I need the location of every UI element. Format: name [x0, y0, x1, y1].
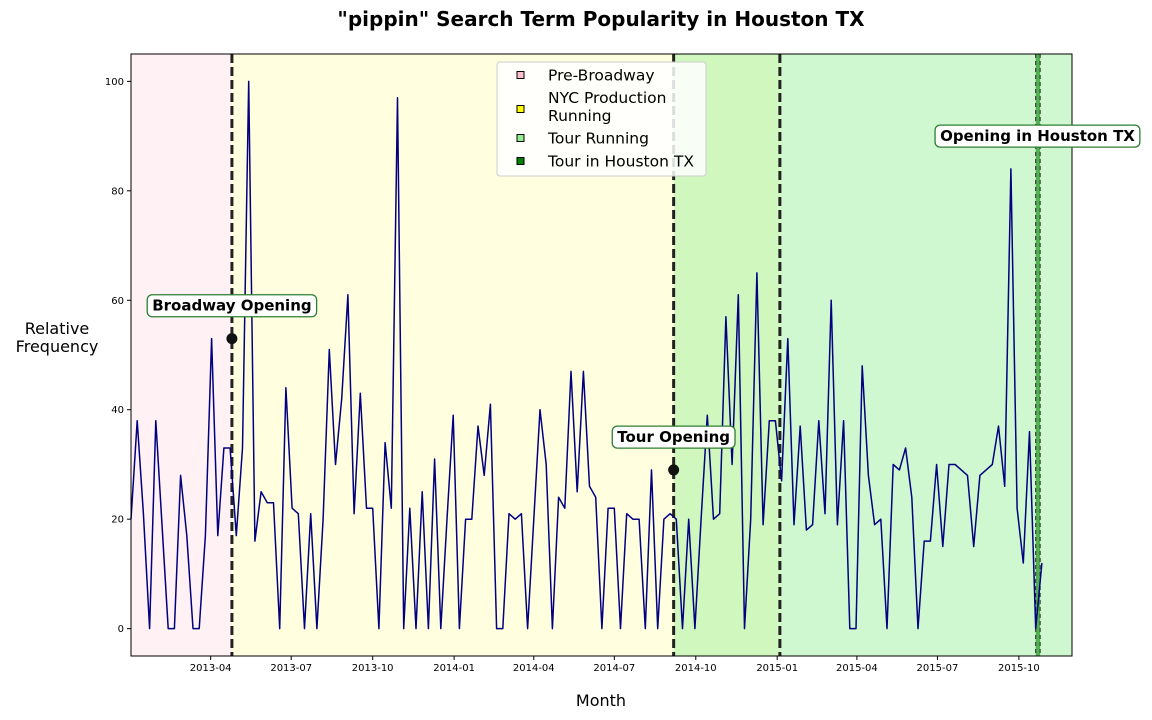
annotation-layer: Broadway Opening Tour Opening Opening in H… [146, 124, 1141, 449]
plot-frame [130, 53, 1073, 657]
y-tick-label-40: 40 [111, 405, 124, 416]
period-tour-in-houston-tx [1035, 54, 1041, 656]
marker-layer [226, 333, 680, 476]
legend-label-nyc-production-running: NYC Production Running [548, 89, 666, 125]
line-layer [130, 80, 1043, 630]
x-tick-label-2014-04: 2014-04 [513, 663, 555, 674]
y-axis-label-line: Frequency [16, 337, 99, 356]
legend-frame [496, 61, 707, 177]
annotation-broadway-opening: Broadway Opening [146, 294, 318, 318]
annotation-text: Broadway Opening [152, 297, 311, 315]
period-pre-broadway [131, 54, 232, 656]
y-axis-label: Relative Frequency [16, 319, 99, 356]
annotation-opening-in-houston-tx: Opening in Houston TX [934, 124, 1141, 148]
x-tick-label-2015-04: 2015-04 [836, 663, 878, 674]
legend-label-tour-running: Tour Running [547, 130, 649, 148]
x-tick-label-2014-07: 2014-07 [593, 663, 635, 674]
x-tick-label-2013-07: 2013-07 [270, 663, 312, 674]
y-tick-label-20: 20 [111, 515, 124, 526]
annotation-box [146, 294, 318, 318]
y-axis-ticks: 0 20 40 60 80 100 [105, 77, 131, 635]
x-tick-label-2013-04: 2013-04 [190, 663, 232, 674]
x-tick-label-2015-10: 2015-10 [998, 663, 1040, 674]
annotation-text: Opening in Houston TX [940, 127, 1135, 145]
x-tick-label-2013-10: 2013-10 [352, 663, 394, 674]
legend-label-tour-in-houston-tx: Tour in Houston TX [547, 153, 694, 171]
legend-swatch-tour-running [516, 134, 525, 142]
chart-title: "pippin" Search Term Popularity in Houst… [337, 7, 865, 31]
event-marker-broadway-opening [226, 333, 238, 345]
annotation-box [934, 124, 1141, 148]
x-tick-label-2015-07: 2015-07 [917, 663, 959, 674]
vline-layer [230, 54, 1041, 656]
x-tick-label-2015-01: 2015-01 [756, 663, 798, 674]
legend-label-pre-broadway: Pre-Broadway [548, 67, 655, 85]
legend-swatch-pre-broadway [516, 71, 525, 79]
legend-swatch-nyc-production-running [516, 105, 525, 113]
y-axis-label-line: Relative [25, 319, 90, 338]
event-marker-tour-opening [668, 464, 680, 476]
legend-label-line: Tour in Houston TX [547, 153, 694, 171]
legend: Pre-Broadway NYC Production Running Tour Ru… [496, 61, 707, 177]
x-axis-label: Month [576, 691, 626, 710]
y-tick-label-100: 100 [105, 77, 124, 88]
legend-swatch-tour-in-houston-tx [516, 157, 525, 165]
x-tick-label-2014-10: 2014-10 [675, 663, 717, 674]
x-axis-ticks: 2013-04 2013-07 2013-10 2014-01 2014-04 2014-… [190, 656, 1040, 674]
y-tick-label-60: 60 [111, 296, 124, 307]
legend-label-line: Running [548, 107, 612, 125]
annotation-box [611, 425, 736, 449]
annotation-tour-opening: Tour Opening [611, 425, 736, 449]
series-line-relative-frequency [130, 80, 1043, 630]
legend-label-line: NYC Production [548, 89, 666, 107]
y-tick-label-0: 0 [118, 624, 124, 635]
y-tick-label-80: 80 [111, 186, 124, 197]
annotation-text: Tour Opening [617, 428, 730, 446]
x-tick-label-2014-01: 2014-01 [433, 663, 475, 674]
legend-label-line: Tour Running [547, 130, 649, 148]
legend-label-line: Pre-Broadway [548, 67, 655, 85]
